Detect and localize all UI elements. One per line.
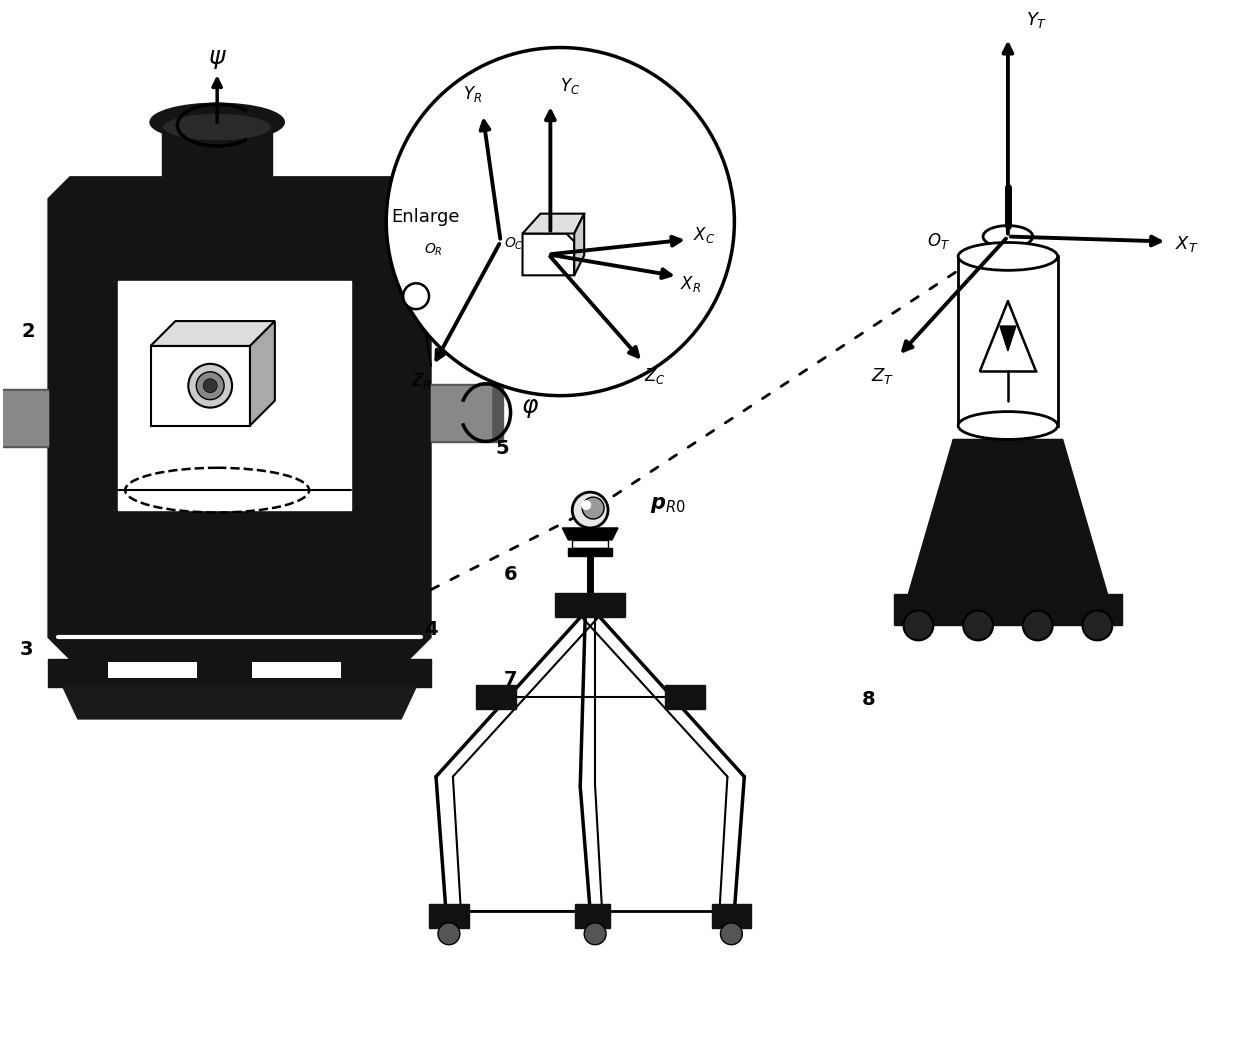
Ellipse shape [162,113,272,141]
Circle shape [386,48,734,395]
Circle shape [403,283,429,309]
Polygon shape [665,685,704,709]
Circle shape [1083,610,1112,641]
Polygon shape [0,389,48,447]
Text: $X_C$: $X_C$ [693,225,714,244]
Polygon shape [476,685,516,709]
Circle shape [572,492,608,528]
Circle shape [203,379,217,393]
Text: 5: 5 [496,439,510,458]
Text: $O_C$: $O_C$ [503,235,523,252]
Text: $Y_R$: $Y_R$ [463,84,482,104]
Polygon shape [48,659,432,687]
Text: $\boldsymbol{p}_{R0}$: $\boldsymbol{p}_{R0}$ [650,495,686,515]
Text: $O_T$: $O_T$ [928,232,950,252]
Polygon shape [568,548,613,555]
Text: $Y_C$: $Y_C$ [560,76,580,97]
Polygon shape [522,213,584,234]
Text: 6: 6 [503,565,517,584]
Polygon shape [432,384,502,442]
Circle shape [438,922,460,944]
Circle shape [188,364,232,408]
Ellipse shape [959,242,1058,270]
Polygon shape [162,122,272,177]
Text: $Z_T$: $Z_T$ [870,366,894,386]
Polygon shape [572,540,608,548]
Text: $Z_R$: $Z_R$ [412,370,432,391]
Polygon shape [575,904,610,928]
Polygon shape [562,528,618,540]
Polygon shape [522,234,574,276]
Text: $O_R$: $O_R$ [424,241,443,258]
Text: Enlarge: Enlarge [392,208,460,226]
Polygon shape [48,177,432,659]
Text: $X_R$: $X_R$ [680,275,701,294]
Text: $\varphi$: $\varphi$ [521,397,538,420]
Circle shape [1023,610,1053,641]
Ellipse shape [959,412,1058,440]
Circle shape [584,922,606,944]
Ellipse shape [983,226,1033,248]
Polygon shape [712,904,751,928]
Polygon shape [999,327,1016,350]
Bar [118,281,351,510]
Ellipse shape [150,103,284,141]
Circle shape [904,610,934,641]
Text: 3: 3 [20,640,33,658]
Text: 7: 7 [503,670,517,688]
Polygon shape [894,594,1122,625]
Bar [252,662,341,678]
Text: $Y_T$: $Y_T$ [1025,9,1048,30]
Bar [959,257,1058,425]
Circle shape [720,922,743,944]
Polygon shape [150,346,250,425]
Circle shape [582,500,591,510]
Text: 2: 2 [21,321,35,340]
Text: 4: 4 [424,620,438,639]
Text: $Z_C$: $Z_C$ [644,366,666,386]
Circle shape [963,610,993,641]
Polygon shape [250,321,275,425]
Polygon shape [429,904,469,928]
Polygon shape [0,391,48,445]
Polygon shape [556,593,625,618]
Bar [108,662,197,678]
Text: 1: 1 [164,118,177,136]
Polygon shape [432,386,491,440]
Text: $\psi$: $\psi$ [208,48,227,71]
Polygon shape [63,687,417,719]
Text: $X_T$: $X_T$ [1176,234,1199,255]
Circle shape [583,497,604,519]
Polygon shape [150,321,275,346]
Polygon shape [909,440,1107,594]
Polygon shape [574,213,584,276]
Text: 8: 8 [862,690,875,708]
Circle shape [196,371,224,399]
